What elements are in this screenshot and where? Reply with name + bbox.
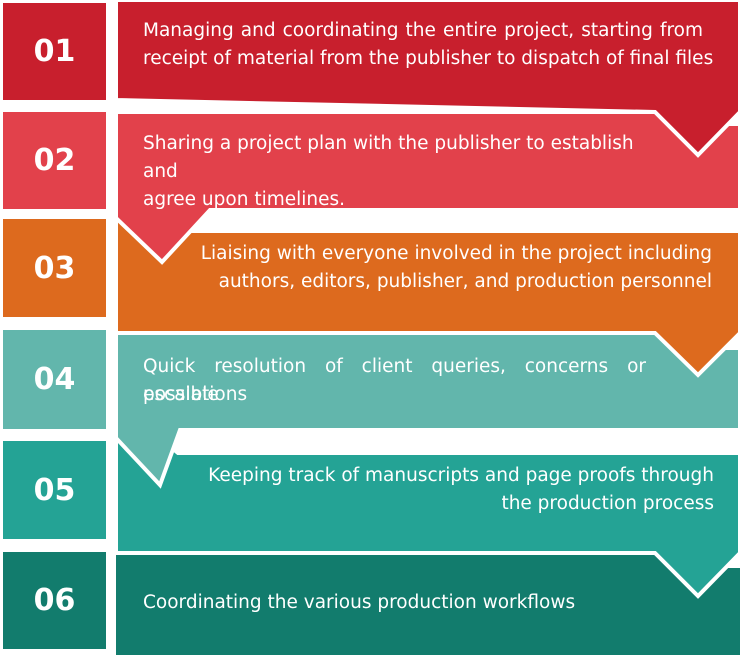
step-number-box-03: 03 — [3, 219, 106, 317]
step-text-line: Coordinating the various production work… — [143, 592, 576, 613]
step-text-line: receipt of material from the publisher t… — [143, 48, 714, 69]
step-number: 03 — [33, 250, 76, 286]
step-number: 01 — [33, 34, 76, 69]
step-text-line: Liaising with everyone involved in the p… — [200, 243, 712, 264]
step-text-line: Quick resolution of client queries, conc… — [143, 356, 646, 405]
step-number: 06 — [33, 583, 76, 618]
step-text-line: the production process — [501, 493, 714, 514]
step-text-03: Liaising with everyone involved in the p… — [200, 240, 712, 296]
step-number: 02 — [33, 143, 76, 178]
banner-01 — [114, 0, 742, 158]
step-text-06: Coordinating the various production work… — [143, 589, 703, 617]
step-number-box-01: 01 — [3, 3, 106, 100]
step-text-01b: receipt of material from the publisher t… — [143, 45, 723, 73]
banner-06 — [116, 553, 740, 655]
step-text-04b: escalations — [143, 381, 646, 409]
step-text-line: escalations — [143, 384, 248, 405]
step-number-box-05: 05 — [3, 441, 106, 539]
step-number-box-02: 02 — [3, 112, 106, 209]
step-number-box-06: 06 — [3, 552, 106, 649]
step-text-line: Keeping track of manuscripts and page pr… — [208, 465, 714, 486]
step-text-line: Managing and coordinating the entire pro… — [143, 20, 703, 41]
step-text-01: Managing and coordinating the entire pro… — [143, 17, 703, 45]
step-text-02: Sharing a project plan with the publishe… — [143, 130, 663, 214]
step-number-box-04: 04 — [3, 330, 106, 429]
step-text-04: Quick resolution of client queries, conc… — [143, 353, 646, 409]
step-text-line: agree upon timelines. — [143, 189, 346, 210]
step-number: 04 — [33, 362, 76, 397]
step-text-line: Sharing a project plan with the publishe… — [143, 133, 634, 182]
step-text-line: authors, editors, publisher, and product… — [218, 271, 712, 292]
step-text-05: Keeping track of manuscripts and page pr… — [200, 462, 714, 518]
step-number: 05 — [33, 472, 76, 508]
